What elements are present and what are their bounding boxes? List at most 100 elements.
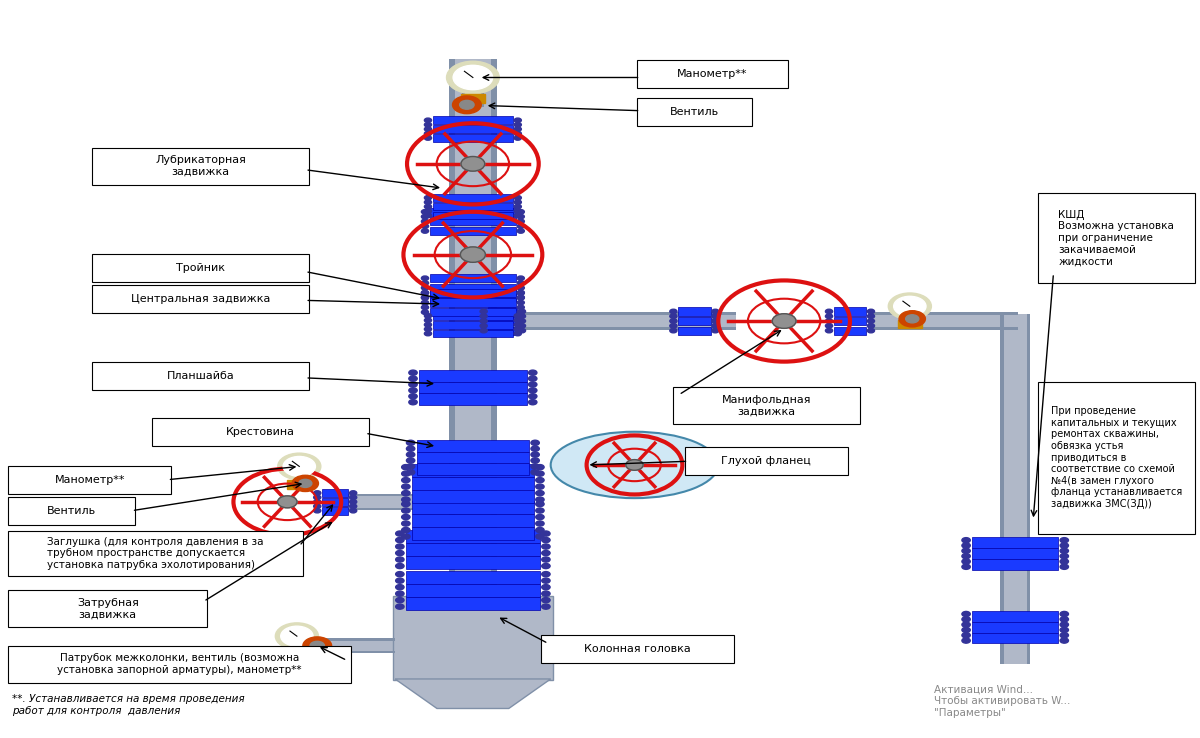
Text: Заглушка (для контроля давления в за
трубном пространстве допускается
установка : Заглушка (для контроля давления в за тру… bbox=[47, 537, 264, 570]
Circle shape bbox=[1060, 622, 1068, 627]
Text: Лубрикаторная
задвижка: Лубрикаторная задвижка bbox=[155, 155, 246, 177]
Circle shape bbox=[518, 314, 526, 319]
Circle shape bbox=[349, 508, 356, 513]
Circle shape bbox=[396, 604, 404, 610]
Circle shape bbox=[407, 452, 415, 458]
Circle shape bbox=[480, 319, 487, 323]
Circle shape bbox=[402, 491, 410, 496]
Circle shape bbox=[712, 319, 719, 323]
FancyBboxPatch shape bbox=[92, 285, 308, 313]
Circle shape bbox=[528, 388, 536, 393]
Circle shape bbox=[480, 328, 487, 333]
Circle shape bbox=[541, 578, 550, 583]
Circle shape bbox=[541, 564, 550, 568]
FancyBboxPatch shape bbox=[972, 632, 1058, 644]
FancyBboxPatch shape bbox=[433, 321, 512, 328]
Circle shape bbox=[670, 328, 677, 333]
Bar bbox=[898, 320, 922, 328]
Circle shape bbox=[514, 323, 521, 327]
Circle shape bbox=[530, 446, 539, 452]
FancyBboxPatch shape bbox=[433, 117, 512, 124]
Circle shape bbox=[514, 196, 521, 200]
Circle shape bbox=[313, 508, 320, 513]
FancyBboxPatch shape bbox=[972, 537, 1058, 548]
FancyBboxPatch shape bbox=[430, 217, 516, 226]
Circle shape bbox=[425, 196, 432, 200]
FancyBboxPatch shape bbox=[488, 317, 517, 325]
Bar bbox=[317, 651, 395, 653]
FancyBboxPatch shape bbox=[678, 326, 710, 335]
FancyBboxPatch shape bbox=[419, 370, 527, 382]
Polygon shape bbox=[395, 679, 551, 708]
FancyBboxPatch shape bbox=[430, 274, 516, 283]
FancyBboxPatch shape bbox=[433, 203, 512, 210]
Text: Глухой фланец: Глухой фланец bbox=[721, 456, 811, 466]
FancyBboxPatch shape bbox=[433, 212, 512, 219]
Circle shape bbox=[349, 491, 356, 495]
Circle shape bbox=[514, 213, 521, 218]
Bar bbox=[284, 649, 308, 658]
Circle shape bbox=[888, 293, 931, 320]
Circle shape bbox=[402, 502, 410, 507]
Circle shape bbox=[518, 328, 526, 333]
Circle shape bbox=[402, 514, 410, 520]
FancyBboxPatch shape bbox=[8, 466, 172, 494]
Circle shape bbox=[281, 626, 313, 646]
Circle shape bbox=[962, 559, 971, 564]
Circle shape bbox=[425, 131, 432, 136]
Circle shape bbox=[962, 543, 971, 548]
Circle shape bbox=[396, 531, 404, 536]
Circle shape bbox=[277, 496, 298, 508]
FancyBboxPatch shape bbox=[416, 463, 529, 475]
Text: Затрубная
задвижка: Затрубная задвижка bbox=[77, 598, 139, 620]
Circle shape bbox=[535, 508, 544, 513]
FancyBboxPatch shape bbox=[412, 477, 534, 490]
Text: Вентиль: Вентиль bbox=[47, 506, 96, 516]
Circle shape bbox=[535, 534, 544, 539]
Text: Манифольдная
задвижка: Манифольдная задвижка bbox=[721, 395, 811, 417]
Circle shape bbox=[535, 465, 544, 470]
FancyBboxPatch shape bbox=[972, 611, 1058, 622]
Circle shape bbox=[826, 314, 833, 319]
Circle shape bbox=[530, 464, 539, 469]
Circle shape bbox=[349, 495, 356, 500]
Circle shape bbox=[425, 127, 432, 131]
Circle shape bbox=[425, 136, 432, 140]
Circle shape bbox=[396, 551, 404, 556]
Circle shape bbox=[514, 127, 521, 131]
Circle shape bbox=[517, 224, 524, 229]
Circle shape bbox=[460, 100, 474, 109]
Text: Колонная головка: Колонная головка bbox=[584, 644, 691, 655]
FancyBboxPatch shape bbox=[637, 98, 752, 126]
FancyBboxPatch shape bbox=[678, 317, 710, 325]
Circle shape bbox=[402, 497, 410, 503]
Circle shape bbox=[407, 440, 415, 446]
FancyBboxPatch shape bbox=[972, 559, 1058, 570]
FancyBboxPatch shape bbox=[152, 418, 368, 446]
FancyBboxPatch shape bbox=[685, 447, 847, 475]
Circle shape bbox=[409, 382, 418, 387]
Circle shape bbox=[421, 310, 428, 314]
FancyBboxPatch shape bbox=[8, 497, 136, 525]
Circle shape bbox=[514, 136, 521, 140]
Circle shape bbox=[283, 456, 316, 477]
FancyBboxPatch shape bbox=[430, 283, 516, 292]
FancyBboxPatch shape bbox=[322, 498, 348, 506]
Bar bbox=[341, 494, 425, 510]
Text: Планшайба: Планшайба bbox=[167, 371, 234, 382]
FancyBboxPatch shape bbox=[449, 59, 497, 679]
FancyBboxPatch shape bbox=[416, 452, 529, 463]
Circle shape bbox=[906, 315, 919, 323]
Circle shape bbox=[1060, 611, 1068, 617]
Bar bbox=[503, 312, 737, 331]
Bar bbox=[481, 92, 484, 107]
Circle shape bbox=[712, 324, 719, 328]
FancyBboxPatch shape bbox=[419, 382, 527, 393]
Circle shape bbox=[409, 388, 418, 393]
Circle shape bbox=[535, 484, 544, 489]
Circle shape bbox=[535, 514, 544, 520]
FancyBboxPatch shape bbox=[406, 556, 540, 569]
Circle shape bbox=[452, 96, 481, 114]
Circle shape bbox=[402, 528, 410, 533]
FancyBboxPatch shape bbox=[433, 330, 512, 337]
